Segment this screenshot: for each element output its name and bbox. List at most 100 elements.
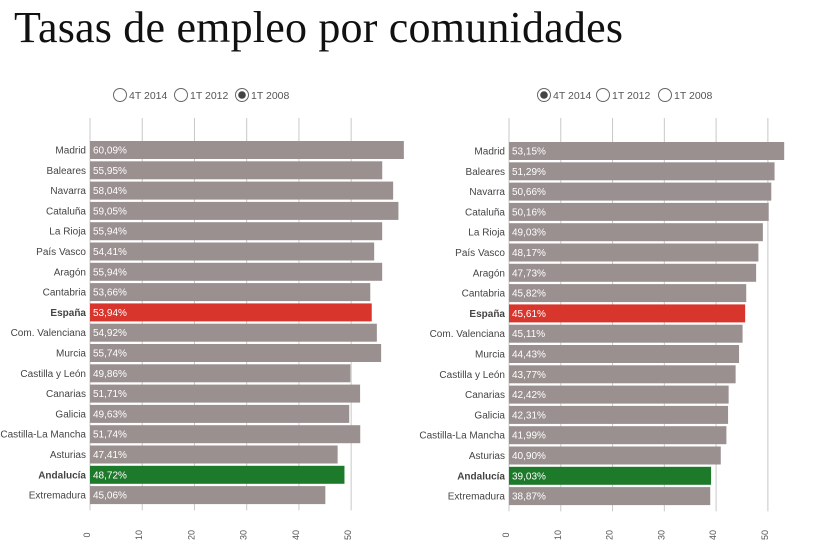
value-label: 55,95%: [93, 166, 127, 177]
x-tick-label: 50: [343, 530, 353, 540]
bar: [509, 466, 712, 485]
value-label: 50,16%: [512, 207, 546, 218]
option-1t-2012[interactable]: 1T 2012: [596, 88, 651, 103]
category-label: Castilla-La Mancha: [419, 431, 505, 442]
bar: [509, 243, 759, 262]
bar: [509, 446, 721, 465]
bar: [509, 304, 746, 323]
value-label: 48,72%: [93, 470, 127, 481]
value-label: 55,94%: [93, 267, 127, 278]
x-tick-label: 0: [501, 532, 511, 537]
value-label: 55,74%: [93, 349, 127, 360]
bar: [90, 303, 372, 322]
category-label: Galicia: [55, 409, 86, 420]
category-label: Canarias: [46, 389, 86, 400]
category-label: Baleares: [466, 167, 505, 178]
bar: [90, 201, 399, 220]
bar: [509, 405, 729, 424]
value-label: 45,11%: [512, 329, 545, 340]
x-tick-label: 10: [553, 530, 563, 540]
value-label: 42,42%: [512, 390, 546, 401]
bar: [509, 202, 769, 221]
category-label: Extremadura: [29, 491, 87, 502]
bar: [90, 445, 338, 464]
value-label: 45,82%: [512, 289, 546, 300]
value-label: 41,99%: [512, 431, 546, 442]
bar: [509, 345, 740, 363]
option-1t-2008[interactable]: 1T 2008: [235, 88, 290, 103]
category-label: Com. Valenciana: [430, 329, 506, 340]
bar: [509, 162, 775, 181]
bar: [509, 324, 743, 343]
bar: [509, 142, 785, 160]
radio-icon[interactable]: [113, 88, 127, 102]
x-tick-label: 20: [186, 530, 196, 540]
radio-icon[interactable]: [174, 88, 188, 102]
bar: [90, 141, 404, 159]
bar: [90, 486, 326, 505]
value-label: 42,31%: [512, 410, 546, 421]
category-label: Cantabria: [43, 288, 87, 299]
option-label: 4T 2014: [129, 90, 167, 102]
bar: [509, 365, 736, 384]
value-label: 53,66%: [93, 288, 127, 299]
category-label: Andalucía: [38, 470, 86, 481]
bar: [90, 384, 361, 403]
category-label: Cantabria: [462, 289, 506, 300]
chart-right: 4T 2014 1T 2012 1T 2008 0 10 20 30 40 50 Madrid 53…: [419, 88, 785, 540]
value-label: 47,73%: [512, 268, 546, 279]
bar: [509, 223, 763, 242]
value-label: 40,90%: [512, 451, 546, 462]
value-label: 49,63%: [93, 409, 127, 420]
category-label: Galicia: [474, 410, 505, 421]
bar: [509, 182, 772, 201]
bar: [90, 242, 375, 261]
category-label: Asturias: [50, 450, 86, 461]
value-label: 48,17%: [512, 248, 546, 259]
option-1t-2008[interactable]: 1T 2008: [658, 88, 713, 103]
option-label: 1T 2012: [612, 90, 650, 102]
bar: [90, 181, 394, 200]
x-tick-label: 50: [760, 530, 770, 540]
option-1t-2012[interactable]: 1T 2012: [174, 88, 229, 103]
value-label: 43,77%: [512, 370, 546, 381]
value-label: 59,05%: [93, 206, 127, 217]
category-label: País Vasco: [36, 247, 86, 258]
option-4t-2014[interactable]: 4T 2014: [113, 88, 168, 103]
category-label: Canarias: [465, 390, 505, 401]
category-label: Aragón: [473, 268, 505, 279]
x-tick-label: 10: [134, 530, 144, 540]
category-label: Navarra: [50, 186, 86, 197]
category-label: Asturias: [469, 451, 505, 462]
category-label: Madrid: [474, 147, 505, 158]
radio-icon[interactable]: [596, 88, 610, 102]
chart-left: 4T 2014 1T 2012 1T 2008 0 10 20 30 40 50 Madrid 60…: [0, 88, 404, 540]
bar: [90, 425, 361, 444]
x-tick-label: 0: [82, 532, 92, 537]
bar: [90, 465, 345, 484]
category-label: Aragón: [54, 267, 86, 278]
radio-icon[interactable]: [658, 88, 672, 102]
value-label: 50,66%: [512, 187, 546, 198]
bar: [90, 283, 371, 302]
category-label: España: [469, 309, 505, 320]
category-label: Baleares: [47, 166, 86, 177]
category-label: País Vasco: [455, 248, 505, 259]
bar: [90, 262, 383, 281]
category-label: Murcia: [475, 350, 505, 361]
value-label: 51,29%: [512, 167, 546, 178]
value-label: 47,41%: [93, 450, 127, 461]
bar: [509, 263, 757, 282]
value-label: 38,87%: [512, 492, 546, 503]
bar: [509, 385, 729, 404]
bar: [509, 426, 727, 445]
value-label: 51,71%: [93, 389, 127, 400]
category-label: Madrid: [55, 146, 86, 157]
value-label: 49,03%: [512, 228, 546, 239]
option-4t-2014[interactable]: 4T 2014: [537, 88, 592, 103]
category-label: Andalucía: [457, 471, 505, 482]
value-label: 58,04%: [93, 186, 127, 197]
value-label: 53,94%: [93, 308, 127, 319]
value-label: 45,61%: [512, 309, 546, 320]
bar: [509, 284, 747, 303]
